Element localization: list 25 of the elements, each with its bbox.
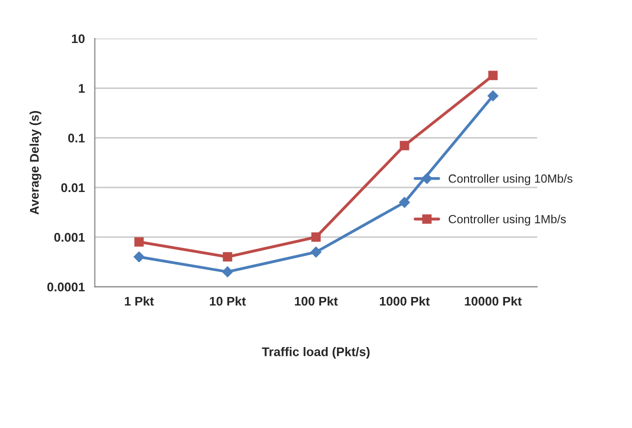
x-tick-label: 100 Pkt	[294, 296, 338, 306]
y-tick-label: 0.0001	[47, 282, 85, 292]
y-tick-label: 0.1	[68, 134, 85, 142]
x-tick-label: 1 Pkt	[124, 296, 154, 306]
x-tick-label: 1000 Pkt	[380, 296, 430, 306]
legend-label: Controller using 1Mb/s	[448, 214, 566, 226]
x-tick-label: 10000 Pkt	[464, 296, 522, 306]
y-tick-label: 0.01	[61, 183, 85, 192]
legend-label: Controller using 10Mb/s	[448, 174, 572, 186]
point	[222, 266, 233, 278]
point	[400, 140, 410, 150]
point	[134, 237, 144, 247]
point	[310, 246, 322, 258]
x-axis-title: Traffic load (Pkt/s)	[262, 347, 370, 359]
point	[488, 90, 498, 102]
y-tick-label: 10	[72, 34, 85, 44]
y-tick-label: 0.001	[54, 232, 85, 242]
point	[488, 70, 498, 80]
x-tick-label: 10 Pkt	[210, 296, 246, 306]
y-axis-title: Average Delay (s)	[30, 111, 42, 215]
point	[222, 252, 232, 262]
point	[399, 196, 410, 208]
y-tick-label: 1	[78, 84, 85, 93]
point	[311, 232, 321, 242]
point	[134, 251, 144, 262]
